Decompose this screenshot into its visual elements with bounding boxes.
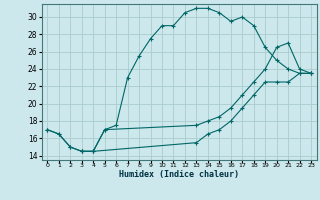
X-axis label: Humidex (Indice chaleur): Humidex (Indice chaleur) (119, 170, 239, 179)
